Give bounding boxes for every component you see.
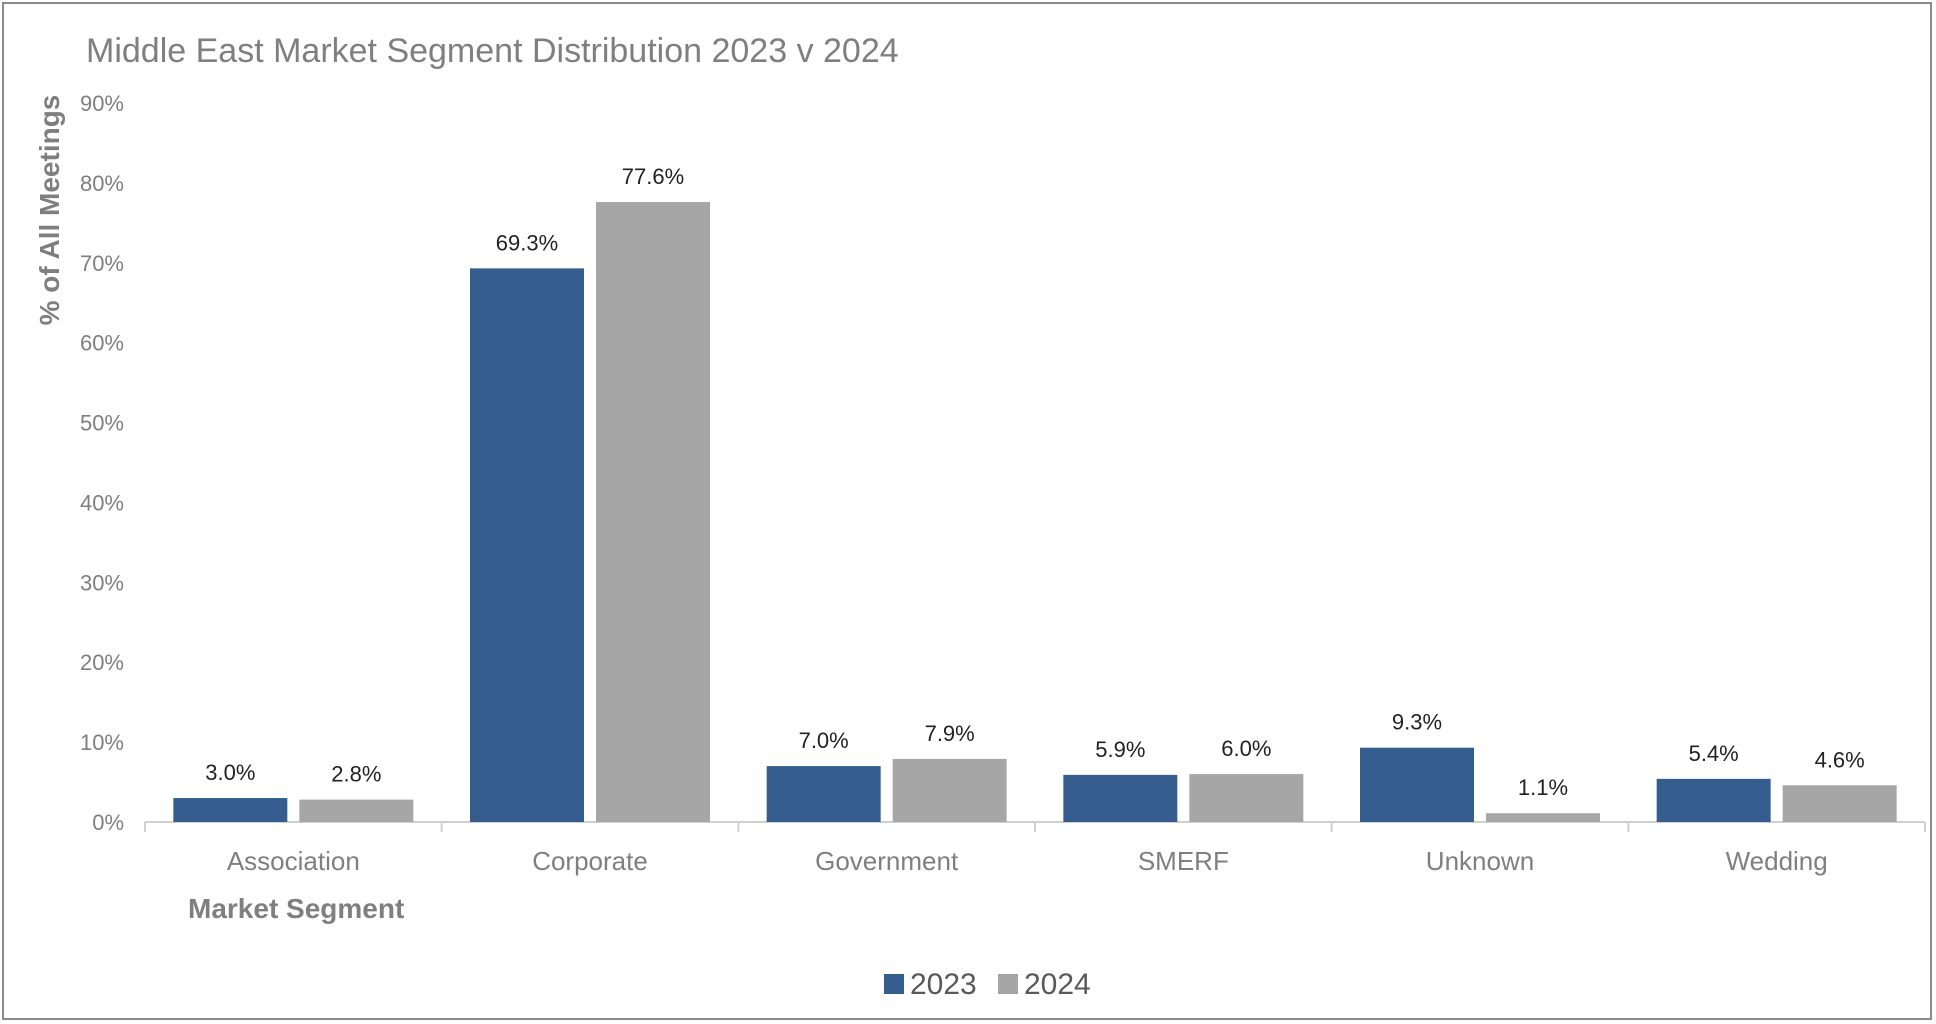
y-tick-label: 60% xyxy=(80,331,124,356)
legend: 2023 2024 xyxy=(884,968,1091,1001)
bar-2023-unknown xyxy=(1360,747,1474,822)
category-label: SMERF xyxy=(1138,846,1229,876)
legend-swatch-2024 xyxy=(998,974,1018,994)
data-label: 5.9% xyxy=(1095,737,1145,762)
data-label: 6.0% xyxy=(1221,736,1271,761)
y-tick-label: 10% xyxy=(80,730,124,755)
bars xyxy=(173,202,1897,822)
y-tick-label: 20% xyxy=(80,650,124,675)
bar-2023-government xyxy=(766,766,881,822)
chart-title: Middle East Market Segment Distribution … xyxy=(86,32,899,70)
legend-swatch-2023 xyxy=(884,974,904,994)
y-tick-label: 70% xyxy=(80,251,124,276)
category-label: Unknown xyxy=(1426,846,1534,876)
y-tick-label: 50% xyxy=(80,411,124,436)
category-label: Government xyxy=(815,846,959,876)
data-label: 5.4% xyxy=(1689,741,1739,766)
bar-2023-association xyxy=(173,798,288,822)
bar-2024-association xyxy=(299,799,414,822)
data-label: 9.3% xyxy=(1392,710,1442,735)
data-label: 1.1% xyxy=(1518,775,1568,800)
legend-label: 2023 xyxy=(910,968,977,1001)
bar-2023-wedding xyxy=(1656,778,1771,822)
bar-2024-smerf xyxy=(1189,774,1304,822)
data-labels: 3.0% 69.3% 7.0% 5.9% 9.3% 5.4% 2.8% 77.6% 7.9% 6.… xyxy=(205,164,1864,800)
y-tick-label: 80% xyxy=(80,171,124,196)
legend-label: 2024 xyxy=(1024,968,1091,1001)
data-label: 4.6% xyxy=(1815,747,1865,772)
category-label: Wedding xyxy=(1726,846,1828,876)
y-tick-label: 90% xyxy=(80,91,124,116)
x-axis: Association Corporate Government SMERF Unkno… xyxy=(144,821,1926,876)
category-label: Association xyxy=(227,846,360,876)
category-label: Corporate xyxy=(532,846,648,876)
y-tick-label: 30% xyxy=(80,570,124,595)
bar-2024-government xyxy=(892,758,1007,822)
x-axis-title: Market Segment xyxy=(188,893,404,924)
y-axis: 0% 10% 20% 30% 40% 50% 60% 70% 80% 90% xyxy=(80,91,124,835)
bar-2023-corporate xyxy=(470,268,584,822)
data-label: 77.6% xyxy=(622,164,684,189)
bar-2024-unknown xyxy=(1486,813,1600,822)
data-label: 7.0% xyxy=(799,728,849,753)
y-tick-label: 40% xyxy=(80,490,124,515)
bar-2024-wedding xyxy=(1782,785,1897,822)
bar-2024-corporate xyxy=(596,202,710,822)
data-label: 2.8% xyxy=(331,762,381,787)
data-label: 3.0% xyxy=(205,760,255,785)
data-label: 69.3% xyxy=(496,230,558,255)
bar-2023-smerf xyxy=(1063,774,1178,822)
y-axis-title: % of All Meetings xyxy=(34,95,65,326)
y-tick-label: 0% xyxy=(92,810,124,835)
data-label: 7.9% xyxy=(925,721,975,746)
